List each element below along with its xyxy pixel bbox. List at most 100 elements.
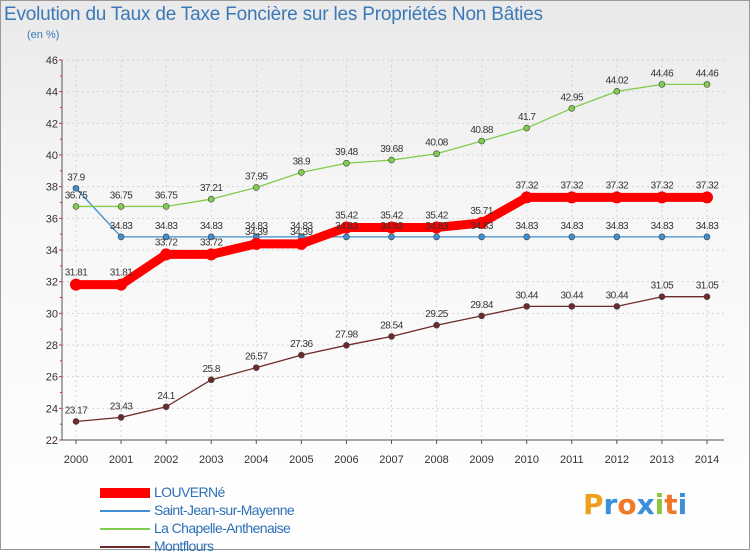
data-label: 37.32	[561, 180, 584, 191]
logo-letter: P	[583, 488, 604, 521]
legend-item: Montflours	[100, 538, 360, 556]
data-label: 34.83	[290, 221, 313, 232]
data-label: 26.57	[245, 352, 268, 363]
x-tick-label: 2000	[64, 454, 88, 466]
data-point	[475, 216, 488, 229]
legend-swatch	[100, 528, 150, 530]
data-point	[117, 203, 125, 210]
y-tick-label: 38	[46, 182, 58, 194]
legend-swatch	[100, 488, 150, 498]
data-point	[340, 221, 353, 234]
data-point	[610, 191, 623, 204]
data-label: 36.75	[65, 190, 88, 201]
data-label: 34.83	[155, 221, 178, 232]
data-point	[343, 159, 350, 167]
data-point	[568, 303, 576, 310]
data-label: 39.68	[380, 144, 403, 155]
data-point	[523, 233, 531, 241]
data-label: 44.46	[651, 68, 674, 79]
data-point	[117, 414, 125, 421]
logo-letter: i	[677, 488, 688, 521]
data-point	[703, 293, 711, 301]
logo-letter: x	[636, 488, 655, 521]
data-label: 31.05	[696, 281, 719, 292]
data-point	[385, 221, 398, 234]
y-tick-label: 36	[46, 213, 58, 225]
legend-label: Saint-Jean-sur-Mayenne	[154, 502, 295, 518]
data-point	[658, 233, 666, 241]
data-label: 36.75	[110, 190, 133, 201]
data-label: 34.39	[245, 227, 268, 238]
data-label: 24.1	[157, 391, 175, 402]
data-point	[295, 237, 308, 250]
data-label: 34.83	[606, 221, 629, 232]
data-label: 34.83	[335, 221, 358, 232]
data-point	[298, 351, 305, 359]
x-tick-label: 2013	[650, 454, 674, 466]
y-axis-ticks: 22 24 26 28 30 32 34 36 38 40 42 44 46	[46, 55, 62, 447]
data-point	[703, 81, 711, 88]
y-tick-label: 34	[46, 245, 58, 257]
data-point	[613, 303, 621, 310]
data-point	[252, 364, 260, 371]
data-point	[433, 321, 440, 329]
data-label: 39.48	[335, 147, 358, 158]
data-label: 34.83	[515, 221, 538, 232]
data-point	[478, 137, 485, 145]
data-label: 44.46	[696, 68, 719, 79]
data-point	[433, 233, 440, 241]
logo-letter: i	[654, 488, 665, 521]
x-tick-label: 2002	[154, 454, 178, 466]
y-tick-label: 28	[46, 340, 58, 352]
y-tick-label: 26	[46, 372, 58, 384]
data-label: 38.9	[293, 156, 311, 167]
data-point	[613, 233, 621, 241]
data-point	[343, 342, 350, 349]
data-label: 35.71	[470, 206, 493, 217]
data-point	[72, 418, 80, 425]
data-label: 33.72	[155, 237, 178, 248]
data-label: 34.83	[200, 221, 223, 232]
y-tick-label: 30	[46, 308, 58, 320]
logo-letter: t	[664, 488, 678, 521]
data-label: 44.02	[606, 75, 629, 86]
x-tick-label: 2003	[199, 454, 223, 466]
proxiti-logo: Proxiti	[583, 488, 687, 521]
data-point	[72, 203, 80, 210]
data-label: 37.32	[651, 180, 674, 191]
data-point	[117, 233, 125, 241]
data-point	[207, 195, 215, 203]
legend-item: LOUVERNé	[100, 484, 360, 502]
x-tick-label: 2004	[244, 454, 268, 466]
data-point	[523, 303, 531, 310]
unit-label: (en %)	[27, 29, 60, 41]
data-point	[343, 233, 350, 241]
data-point	[388, 333, 395, 340]
data-point	[478, 312, 485, 320]
data-label: 37.95	[245, 171, 268, 182]
data-point	[70, 278, 82, 291]
series-saint-jean-sur-mayenne	[72, 184, 711, 241]
x-tick-label: 2006	[334, 454, 358, 466]
y-tick-label: 32	[46, 277, 58, 289]
x-tick-label: 2009	[469, 454, 493, 466]
data-label: 37.32	[696, 180, 719, 191]
y-tick-label: 40	[46, 150, 58, 162]
data-label: 35.42	[380, 211, 403, 222]
x-tick-label: 2012	[605, 454, 629, 466]
data-point	[252, 184, 260, 191]
legend-item: Saint-Jean-sur-Mayenne	[100, 502, 360, 520]
data-point	[655, 191, 668, 204]
data-label: 30.44	[606, 290, 629, 301]
data-label: 40.88	[470, 125, 493, 136]
data-point	[565, 191, 578, 204]
data-label: 31.81	[110, 268, 133, 279]
data-label: 34.83	[110, 221, 133, 232]
data-label: 25.8	[202, 364, 220, 375]
data-label: 27.98	[335, 329, 358, 340]
data-point	[703, 233, 711, 241]
y-tick-label: 46	[46, 55, 58, 67]
y-tick-label: 22	[46, 435, 58, 447]
data-label: 30.44	[515, 290, 538, 301]
